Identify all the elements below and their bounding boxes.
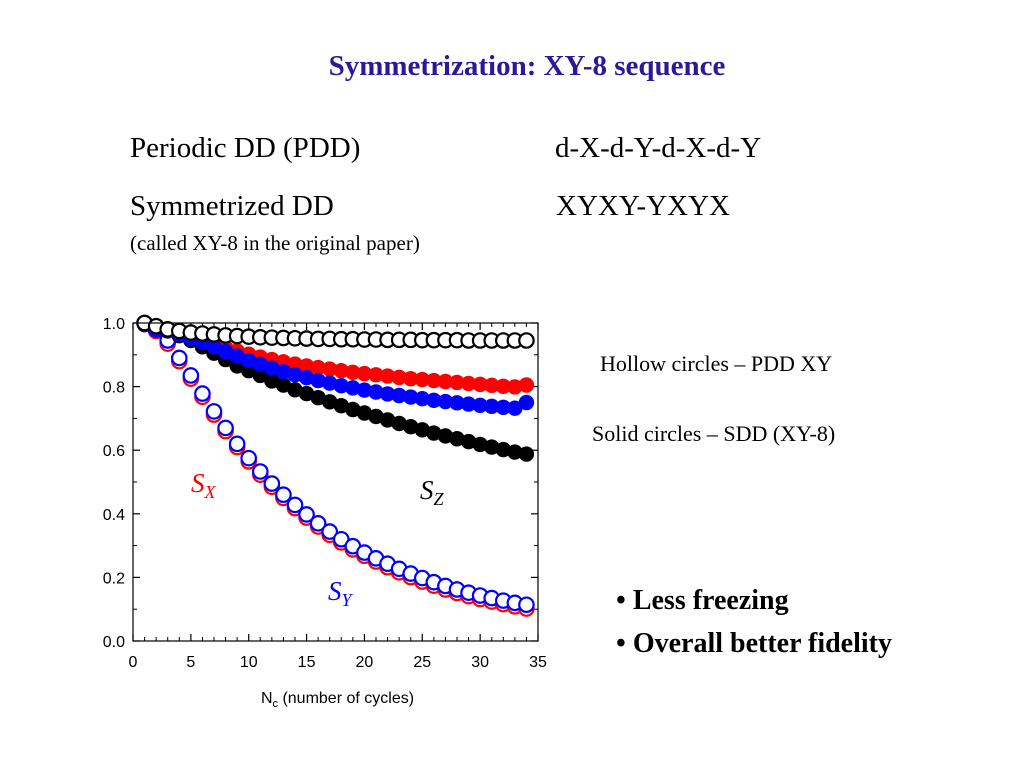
plot-frame bbox=[132, 322, 539, 642]
series-pdd_sz bbox=[136, 314, 535, 349]
data-point bbox=[205, 403, 223, 420]
legend-note-hollow: Hollow circles – PDD XY bbox=[600, 351, 833, 376]
y-tick-label: 0.2 bbox=[103, 570, 125, 587]
series-label-y: SY bbox=[328, 576, 354, 610]
data-point bbox=[263, 475, 281, 492]
pdd-sequence: d-X-d-Y-d-X-d-Y bbox=[555, 132, 762, 164]
data-point bbox=[518, 332, 535, 349]
series-pdd_sx bbox=[136, 314, 535, 617]
data-point bbox=[275, 486, 292, 504]
legend-note-solid: Solid circles – SDD (XY-8) bbox=[592, 421, 836, 446]
y-tick-label: 0.6 bbox=[103, 443, 125, 460]
data-point bbox=[251, 463, 269, 480]
x-tick-label: 20 bbox=[356, 654, 374, 671]
data-point bbox=[286, 496, 304, 514]
data-point bbox=[170, 349, 188, 367]
data-point bbox=[217, 419, 234, 437]
x-tick-label: 5 bbox=[186, 654, 195, 671]
bullet-item: • Overall better fidelity bbox=[616, 628, 892, 659]
x-tick-label: 25 bbox=[413, 654, 431, 671]
bullet-list: • Less freezing • Overall better fidelit… bbox=[616, 579, 892, 665]
sdd-sequence: XYXY-YXYX bbox=[556, 190, 730, 222]
y-tick-label: 1.0 bbox=[103, 316, 125, 333]
data-point bbox=[518, 596, 535, 614]
data-point bbox=[518, 394, 535, 411]
x-tick-label: 15 bbox=[298, 654, 316, 671]
data-point bbox=[321, 523, 339, 540]
series-label-z: SZ bbox=[420, 475, 445, 509]
y-tick-label: 0.8 bbox=[103, 380, 125, 397]
series-label-x: SX bbox=[191, 468, 217, 502]
bullet-text: Overall better fidelity bbox=[632, 628, 892, 659]
y-tick-label: 0.0 bbox=[103, 634, 125, 651]
x-tick-label: 0 bbox=[129, 654, 138, 671]
sdd-name: Symmetrized DD bbox=[130, 190, 334, 222]
data-point bbox=[182, 367, 200, 384]
x-tick-label: 35 bbox=[529, 654, 547, 671]
x-axis-label: Nc (number of cycles) bbox=[261, 690, 414, 710]
data-point bbox=[518, 446, 535, 462]
y-tick-label: 0.4 bbox=[103, 507, 125, 524]
slide-title: Symmetrization: XY-8 sequence bbox=[328, 50, 726, 82]
data-point bbox=[518, 377, 535, 393]
x-tick-label: 10 bbox=[240, 654, 258, 671]
data-point bbox=[228, 435, 246, 453]
series-pdd_sy bbox=[136, 314, 535, 614]
data-point bbox=[240, 449, 258, 467]
bullet-text: Less freezing bbox=[632, 585, 789, 616]
sdd-note: (called XY-8 in the original paper) bbox=[130, 231, 420, 255]
data-point bbox=[309, 515, 327, 532]
data-point bbox=[298, 506, 315, 523]
pdd-name: Periodic DD (PDD) bbox=[130, 132, 361, 164]
x-tick-label: 30 bbox=[471, 654, 489, 671]
data-point bbox=[194, 385, 211, 402]
bullet-item: • Less freezing bbox=[616, 585, 789, 616]
